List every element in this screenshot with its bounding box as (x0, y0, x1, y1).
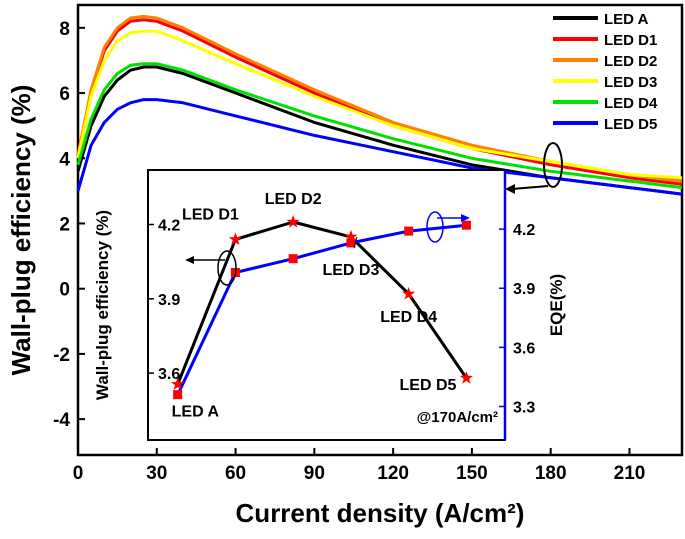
inset-y2-tick-label: 3.9 (513, 281, 535, 298)
inset-y-tick-label: 3.6 (158, 366, 180, 383)
pointer (353, 236, 358, 249)
point-label: LED D2 (265, 191, 322, 208)
series-line (76, 29, 683, 180)
series-line (76, 14, 683, 183)
series-line (76, 98, 683, 196)
y-tick-label: -2 (53, 345, 70, 366)
square-marker (461, 220, 471, 230)
x-tick-label: 0 (73, 463, 84, 484)
arrow-head (461, 214, 470, 222)
y-tick-label: 8 (59, 19, 70, 40)
square-marker (173, 390, 183, 400)
point-label: LED D3 (322, 262, 379, 279)
inset-y-label: Wall-plug efficiency (%) (93, 210, 112, 400)
legend-label: LED D1 (604, 32, 657, 49)
inset-y2-tick-label: 4.2 (513, 222, 535, 239)
legend-label: LED D3 (604, 74, 657, 91)
point-label: LED D5 (400, 377, 457, 394)
x-tick-label: 60 (225, 463, 246, 484)
y-tick-label: 6 (59, 84, 70, 105)
ellipse-marker (543, 142, 563, 188)
square-marker (404, 226, 414, 236)
x-tick-label: 180 (535, 463, 567, 484)
y-tick-label: -4 (53, 410, 70, 431)
plot-frame (76, 3, 684, 457)
y-axis-label: Wall-plug efficiency (%) (6, 85, 36, 376)
ellipse-marker (217, 250, 237, 286)
legend-label: LED A (604, 11, 649, 28)
inset-annotation: @170A/cm² (417, 409, 498, 426)
ellipse-marker (426, 211, 444, 243)
x-tick-label: 120 (377, 463, 409, 484)
square-marker (288, 254, 298, 264)
legend-label: LED D5 (604, 116, 657, 133)
star-marker (228, 232, 243, 245)
series-line (76, 62, 683, 190)
star-marker (286, 215, 300, 228)
star-marker (459, 371, 474, 384)
y-tick-label: 4 (59, 149, 70, 170)
series-line (176, 220, 468, 385)
inset-y-tick-label: 3.9 (158, 292, 180, 309)
inset-y2-label: EQE(%) (547, 274, 566, 336)
star-marker (402, 286, 416, 300)
inset-y2-tick-label: 3.3 (513, 399, 535, 416)
inset-y2-tick-label: 3.6 (513, 340, 535, 357)
point-label: LED A (172, 403, 220, 420)
legend-label: LED D2 (604, 53, 657, 70)
series-line (176, 223, 467, 396)
star-marker (171, 377, 185, 390)
arrow-head (505, 184, 515, 194)
legend-label: LED D4 (604, 95, 658, 112)
x-tick-label: 90 (304, 463, 325, 484)
arrow (511, 185, 549, 190)
inset-frame (147, 169, 506, 441)
point-label: LED D1 (182, 206, 239, 223)
x-tick-label: 30 (146, 463, 167, 484)
square-marker (346, 238, 356, 248)
star-marker (344, 229, 358, 243)
point-label: LED D4 (380, 309, 437, 326)
y-tick-label: 2 (59, 214, 70, 235)
x-tick-label: 210 (614, 463, 646, 484)
x-tick-label: 150 (456, 463, 488, 484)
arrow-head (185, 256, 194, 264)
x-axis-label: Current density (A/cm²) (236, 498, 525, 528)
series-line (76, 18, 683, 186)
inset-y-tick-label: 4.2 (158, 217, 180, 234)
y-tick-label: 0 (59, 280, 70, 301)
